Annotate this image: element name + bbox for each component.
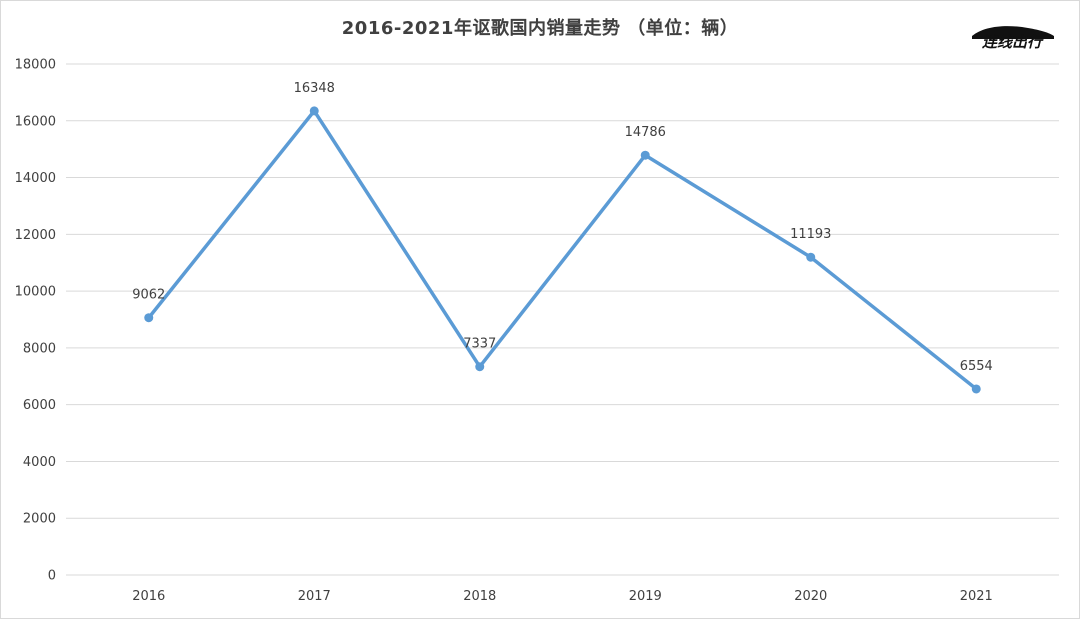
brand-logo: 连线出行 xyxy=(972,26,1054,50)
y-tick-label: 12000 xyxy=(15,228,56,243)
y-axis-ticks: 0 2000 4000 6000 8000 10000 12000 14000 16000 180… xyxy=(15,58,56,584)
data-label: 14786 xyxy=(625,125,666,140)
data-label: 11193 xyxy=(790,227,831,242)
data-point xyxy=(971,384,981,394)
y-tick-label: 10000 xyxy=(15,285,56,300)
y-tick-label: 14000 xyxy=(15,171,56,186)
x-tick-label: 2018 xyxy=(463,589,496,604)
x-tick-label: 2020 xyxy=(794,589,827,604)
chart-title: 2016-2021年讴歌国内销量走势 （单位：辆） xyxy=(341,18,739,39)
series-line xyxy=(147,109,978,391)
x-tick-label: 2017 xyxy=(298,589,331,604)
y-tick-label: 16000 xyxy=(15,114,56,129)
data-point xyxy=(144,313,154,323)
car-silhouette-icon xyxy=(972,26,1054,39)
data-label: 6554 xyxy=(960,359,993,374)
y-tick-label: 4000 xyxy=(23,455,56,470)
data-point xyxy=(640,150,650,160)
logo-text: 连线出行 xyxy=(982,33,1045,50)
x-tick-label: 2019 xyxy=(629,589,662,604)
x-axis-ticks: 2016 2017 2018 2019 2020 2021 xyxy=(132,589,993,604)
y-tick-label: 0 xyxy=(48,569,56,584)
y-tick-label: 8000 xyxy=(23,341,56,356)
data-point xyxy=(309,106,319,116)
data-point xyxy=(475,362,485,372)
data-point xyxy=(806,252,816,262)
data-labels: 9062 16348 7337 14786 11193 6554 xyxy=(132,81,993,374)
series-line-0 xyxy=(147,109,978,391)
data-points xyxy=(144,106,981,394)
x-tick-label: 2021 xyxy=(960,589,993,604)
data-label: 7337 xyxy=(463,337,496,352)
y-tick-label: 2000 xyxy=(23,512,56,527)
gridlines xyxy=(66,63,1059,576)
y-tick-label: 6000 xyxy=(23,398,56,413)
x-tick-label: 2016 xyxy=(132,589,165,604)
data-label: 9062 xyxy=(132,288,165,303)
y-tick-label: 18000 xyxy=(15,58,56,73)
data-label: 16348 xyxy=(294,81,335,96)
